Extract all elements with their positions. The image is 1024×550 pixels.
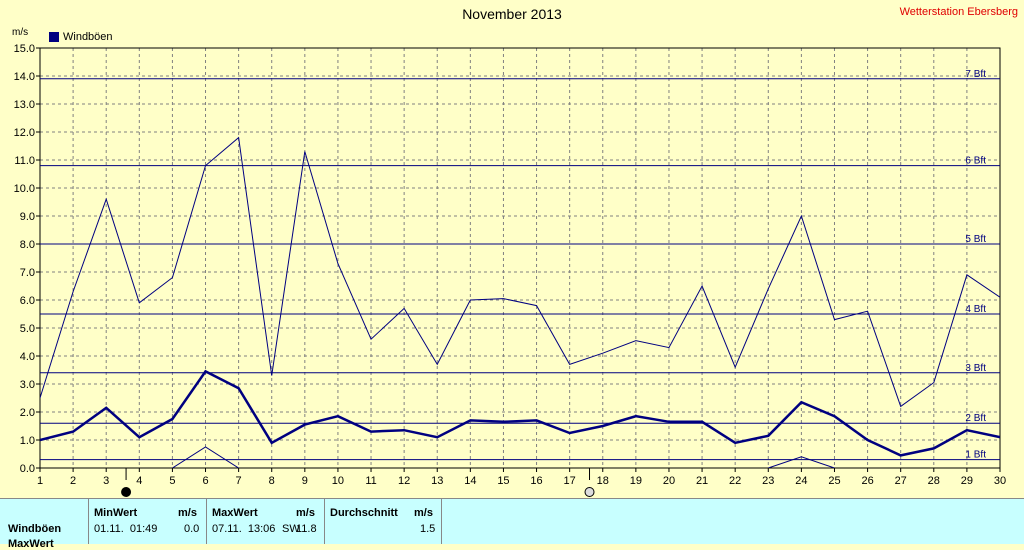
y-tick-label: 9.0 [20, 211, 35, 223]
y-tick-label: 8.0 [20, 239, 35, 251]
beaufort-label: 5 Bft [965, 234, 986, 245]
series-line-min [172, 446, 239, 468]
beaufort-label: 4 Bft [965, 304, 986, 315]
new-moon-icon [121, 487, 132, 497]
stats-divider [88, 499, 89, 544]
stats-panel: MinWert m/s MaxWert m/s Durchschnitt m/s… [0, 498, 1024, 550]
y-tick-label: 5.0 [20, 323, 35, 335]
x-tick-label: 27 [895, 475, 907, 487]
x-tick-label: 29 [961, 475, 973, 487]
stats-min-datetime: 01.11. 01:49 [94, 523, 158, 535]
stats-avg-header: Durchschnitt [330, 507, 398, 519]
x-tick-label: 5 [169, 475, 175, 487]
stats-avg-unit: m/s [414, 507, 433, 519]
x-tick-label: 25 [828, 475, 840, 487]
stats-min-value: 0.0 [184, 523, 200, 535]
x-tick-label: 15 [497, 475, 509, 487]
plot-frame [39, 47, 1001, 469]
series-line-min [768, 456, 835, 468]
y-tick-label: 6.0 [20, 295, 35, 307]
y-tick-label: 1.0 [20, 435, 35, 447]
stats-row-label-2: MaxWert [8, 538, 54, 550]
beaufort-label: 1 Bft [965, 450, 986, 461]
legend-swatch [49, 32, 59, 42]
beaufort-label: 2 Bft [965, 413, 986, 424]
beaufort-label: 6 Bft [965, 156, 986, 167]
stats-divider [206, 499, 207, 544]
chart-title: November 2013 [462, 6, 562, 22]
chart-area: November 2013 Wetterstation Ebersberg m/… [12, 6, 1018, 497]
x-tick-label: 23 [762, 475, 774, 487]
beaufort-label: 7 Bft [965, 69, 986, 80]
x-tick-label: 9 [302, 475, 308, 487]
x-tick-label: 21 [696, 475, 708, 487]
x-tick-label: 2 [70, 475, 76, 487]
x-tick-label: 13 [431, 475, 443, 487]
x-tick-label: 10 [332, 475, 344, 487]
y-tick-label: 12.0 [14, 127, 35, 139]
stats-divider [441, 499, 442, 544]
y-tick-label: 0.0 [20, 463, 35, 475]
y-tick-label: 7.0 [20, 267, 35, 279]
full-moon-icon [584, 487, 595, 497]
y-tick-label: 10.0 [14, 183, 35, 195]
x-tick-label: 26 [861, 475, 873, 487]
x-tick-label: 14 [464, 475, 476, 487]
stats-min-header: MinWert [94, 507, 138, 519]
legend-label: Windböen [63, 31, 113, 43]
series-line-avg [40, 369, 1000, 457]
y-tick-label: 13.0 [14, 99, 35, 111]
stats-avg-value: 1.5 [420, 523, 436, 535]
x-tick-label: 12 [398, 475, 410, 487]
x-tick-label: 22 [729, 475, 741, 487]
chart-svg: 1 2 3 4 5 6 7 8 9 10 11 12 13 14 15 16 17 18 19 20 21 22 23 24 2… [14, 43, 1006, 497]
stats-max-dir: SW [282, 523, 300, 535]
stats-max-header: MaxWert [212, 507, 258, 519]
y-tick-label: 4.0 [20, 351, 35, 363]
x-tick-label: 17 [564, 475, 576, 487]
x-tick-label: 28 [928, 475, 940, 487]
stats-max-unit: m/s [296, 507, 315, 519]
stats-min-unit: m/s [178, 507, 197, 519]
x-tick-label: 20 [663, 475, 675, 487]
stats-row-label: Windböen [8, 523, 62, 535]
y-tick-label: 2.0 [20, 407, 35, 419]
station-label: Wetterstation Ebersberg [899, 6, 1018, 18]
x-tick-label: 24 [795, 475, 807, 487]
x-tick-label: 3 [103, 475, 109, 487]
x-tick-label: 4 [136, 475, 142, 487]
x-tick-label: 11 [365, 475, 376, 487]
y-unit-label: m/s [12, 27, 29, 38]
x-tick-label: 1 [37, 475, 43, 487]
y-tick-label: 3.0 [20, 379, 35, 391]
y-tick-label: 11.0 [14, 155, 35, 167]
stats-divider [324, 499, 325, 544]
x-tick-label: 16 [530, 475, 542, 487]
series-line-max [40, 136, 1000, 408]
y-tick-label: 14.0 [14, 71, 35, 83]
stats-max-datetime: 07.11. 13:06 [212, 523, 276, 535]
x-tick-label: 8 [269, 475, 275, 487]
x-tick-label: 7 [236, 475, 242, 487]
stats-max-value: 11.8 [296, 523, 317, 535]
y-tick-label: 15.0 [14, 43, 35, 55]
x-tick-label: 30 [994, 475, 1006, 487]
beaufort-label: 3 Bft [965, 363, 986, 374]
x-tick-label: 18 [597, 475, 609, 487]
legend: Windböen [49, 31, 113, 43]
x-tick-label: 19 [630, 475, 642, 487]
x-tick-label: 6 [202, 475, 208, 487]
